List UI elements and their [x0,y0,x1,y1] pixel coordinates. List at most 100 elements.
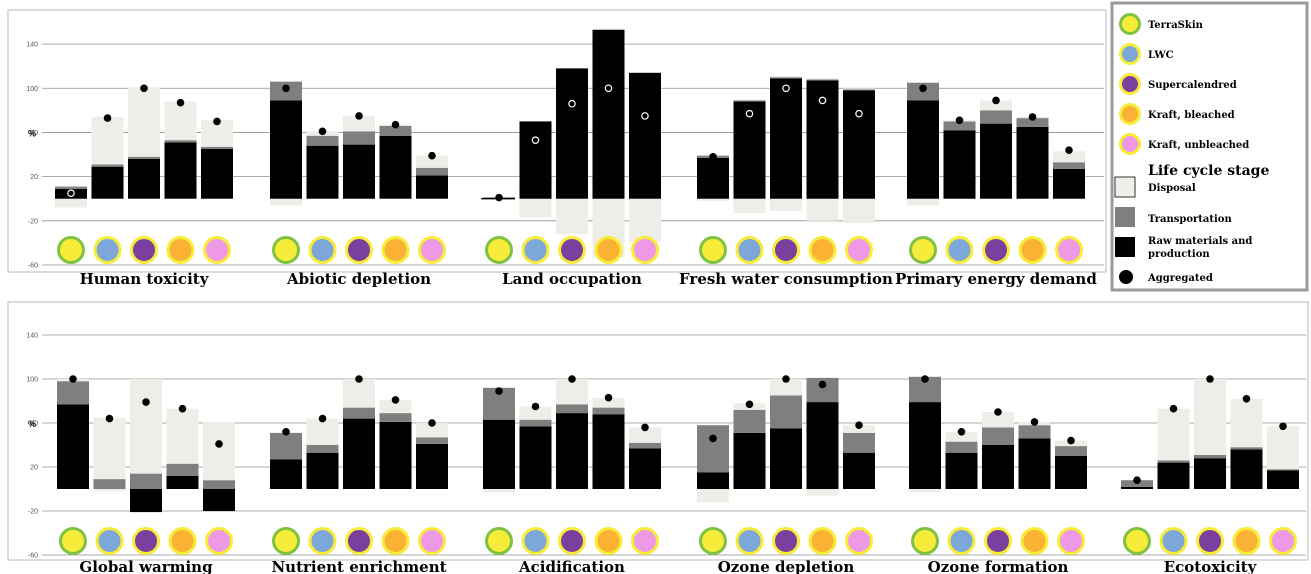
bar-raw-materials [843,90,875,199]
product-circle-lwc [735,236,764,264]
product-circle-supercalendred [558,236,586,264]
aggregated-marker [67,189,75,198]
bar-raw-materials [770,428,802,489]
product-circle-terraskin [57,236,85,264]
category-label: Acidification [518,558,625,574]
product-circle-supercalendred [1196,527,1224,555]
bar-transportation [91,164,124,167]
y-tick-label: 20 [30,465,38,472]
bar-transportation [306,445,339,453]
aggregated-marker [105,414,114,423]
aggregated-marker [604,393,613,402]
y-tick-label: 20 [30,174,38,181]
bar-transportation [1055,446,1087,456]
bar-disposal [843,88,875,90]
product-circle-kraft-bleached [594,527,623,555]
bar-raw-materials [1267,470,1299,489]
y-tick-label: 140 [26,42,38,49]
y-axis-label: % [28,419,36,429]
bar-raw-materials [201,149,233,199]
y-tick-label: -20 [28,509,38,516]
bar-disposal [982,412,1014,428]
bar-transportation [270,432,302,460]
bar-raw-materials [907,100,939,199]
aggregated-marker [531,402,540,411]
product-circle-terraskin [911,527,939,555]
bar-disposal [1267,426,1299,470]
bar-transportation [697,425,729,473]
product-circle-terraskin [485,527,513,555]
aggregated-marker [1028,113,1037,121]
bar-disposal [945,431,978,442]
bar-raw-materials [592,29,625,199]
product-circle-kraft-unbleached [1057,527,1085,555]
aggregated-marker [641,112,649,120]
product-circle-kraft-unbleached [631,236,659,264]
product-circle-supercalendred [984,527,1012,555]
legend-swatch [1119,133,1141,155]
bar-raw-materials [843,452,875,489]
bar-transportation [945,441,978,453]
bar-transportation [980,110,1012,124]
bar-transportation [1016,118,1049,127]
product-circle-lwc [95,527,124,555]
bar-disposal [843,425,875,433]
bar-transportation [203,480,235,489]
aggregated-marker [1242,394,1251,403]
product-circle-supercalendred [345,527,373,555]
category-label: Land occupation [502,270,642,288]
bar-transportation [806,79,839,81]
category-label: Abiotic depletion [286,270,431,288]
bar-raw-materials [556,68,588,199]
legend-swatch-disposal [1114,176,1136,198]
aggregated-marker [919,84,927,93]
legend-label: TerraSkin [1148,20,1204,31]
bar-raw-materials [1230,449,1263,489]
bar-disposal [416,155,448,168]
bar-disposal [128,87,160,157]
aggregated-marker [1169,404,1178,413]
y-tick-label: 60 [30,130,38,137]
product-circle-kraft-unbleached [418,236,446,264]
bar-raw-materials [1157,462,1190,489]
legend-swatch-aggregated [1119,270,1133,284]
bar-disposal [1230,398,1263,448]
product-circle-supercalendred [345,236,373,264]
bar-transportation [93,479,126,489]
aggregated-marker [994,408,1002,416]
product-circle-terraskin [272,527,300,555]
product-circle-terraskin [272,236,300,264]
aggregated-marker [855,109,863,118]
bar-disposal [306,418,339,445]
product-circle-kraft-unbleached [845,527,873,555]
bar-disposal [629,198,661,242]
aggregated-marker [957,427,966,436]
legend-swatch [1119,103,1141,125]
bar-disposal [806,198,839,221]
bar-disposal [843,198,875,224]
product-circle-kraft-bleached [1018,236,1047,264]
bar-transportation [770,77,802,79]
bar-disposal [1053,151,1085,163]
bar-disposal [592,397,625,408]
product-circle-kraft-bleached [808,527,837,555]
aggregated-marker [641,423,649,432]
bar-raw-materials [697,472,729,489]
legend-label-line: production [1148,249,1210,260]
product-circle-terraskin [59,527,87,555]
product-circle-kraft-unbleached [203,236,231,264]
aggregated-marker [921,375,929,383]
bar-disposal [130,379,162,474]
aggregated-marker [391,120,400,129]
product-circle-supercalendred [772,527,800,555]
bar-raw-materials [1018,438,1051,489]
product-circle-kraft-bleached [1020,527,1049,555]
bar-disposal [697,198,729,201]
aggregated-marker [282,84,290,93]
product-circle-lwc [735,527,764,555]
product-circle-lwc [947,527,976,555]
bar-disposal [980,100,1012,111]
product-circle-supercalendred [132,527,160,555]
bar-raw-materials [770,78,802,199]
bar-transportation [306,135,339,146]
